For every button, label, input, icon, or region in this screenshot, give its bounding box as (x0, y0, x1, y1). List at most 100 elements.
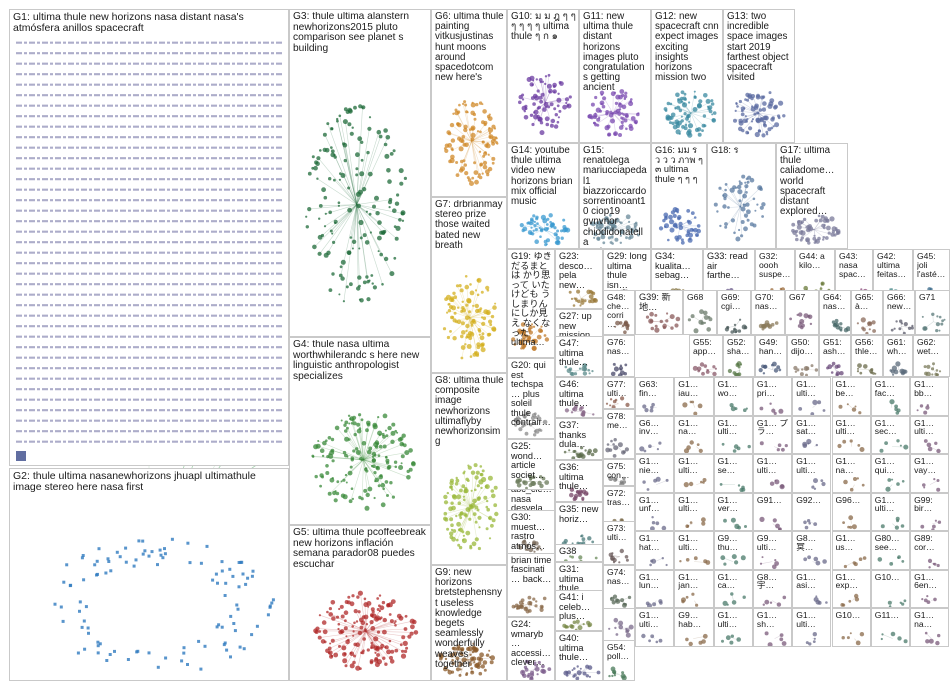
graph-node (511, 604, 516, 609)
graph-node (548, 213, 553, 218)
small-cluster: G9… thu… (713, 531, 753, 570)
graph-node (716, 210, 719, 213)
graph-node (636, 233, 640, 237)
graph-node (740, 234, 744, 238)
graph-node (774, 321, 779, 325)
graph-node (609, 227, 614, 232)
graph-node (857, 411, 861, 415)
graph-node (549, 220, 552, 224)
graph-node (924, 631, 928, 635)
graph-node (620, 231, 623, 234)
graph-node (334, 221, 337, 225)
graph-node (535, 217, 539, 221)
cluster-label: G1… sec… (874, 418, 897, 437)
graph-node (563, 450, 567, 454)
cluster-nodes (843, 556, 866, 569)
graph-node (776, 447, 780, 451)
graph-node (366, 280, 370, 284)
graph-node (355, 642, 360, 647)
graph-node (382, 487, 385, 491)
graph-node (722, 518, 727, 523)
graph-node (533, 433, 537, 437)
graph-node (887, 600, 892, 605)
graph-node (678, 221, 683, 226)
cluster-nodes (838, 403, 861, 415)
graph-node (642, 480, 646, 484)
graph-node (565, 227, 571, 233)
graph-node (465, 303, 469, 307)
graph-node (576, 289, 581, 294)
graph-node (444, 143, 450, 148)
graph-node (746, 209, 751, 215)
graph-node (356, 422, 361, 427)
graph-node (461, 654, 464, 657)
graph-node (689, 439, 695, 445)
graph-node (106, 557, 110, 561)
graph-node (820, 479, 824, 482)
small-cluster: G9… ulti… (752, 531, 793, 570)
cluster-nodes (758, 320, 779, 331)
small-cluster: G1… na… (831, 454, 871, 493)
graph-node (932, 362, 935, 366)
graph-node (808, 642, 812, 646)
graph-node (534, 666, 540, 672)
graph-node (518, 100, 522, 105)
cluster-nodes (442, 275, 497, 360)
graph-node (799, 372, 804, 376)
graph-node (800, 230, 803, 233)
cluster-nodes (305, 104, 407, 303)
graph-node (590, 102, 595, 107)
graph-node (678, 108, 683, 113)
graph-node (614, 626, 617, 630)
graph-node (539, 475, 543, 479)
graph-node (643, 449, 647, 452)
graph-node (534, 239, 539, 244)
graph-node (61, 619, 65, 623)
graph-node (255, 624, 259, 628)
graph-node (391, 422, 396, 427)
cluster-nodes (791, 214, 841, 245)
graph-node (463, 489, 468, 494)
graph-node (879, 448, 884, 453)
graph-node (367, 126, 372, 131)
graph-node (661, 557, 664, 560)
graph-node (372, 422, 378, 428)
graph-node (800, 323, 805, 328)
graph-node (588, 675, 591, 678)
graph-node (713, 202, 718, 207)
graph-node (443, 500, 449, 505)
graph-node (317, 251, 322, 256)
graph-node (450, 528, 454, 531)
graph-node (622, 603, 627, 608)
graph-node (686, 219, 690, 223)
cluster-nodes (719, 483, 745, 492)
graph-node (450, 670, 455, 674)
graph-node (464, 142, 469, 148)
graph-node (486, 114, 491, 119)
graph-node (731, 554, 737, 560)
graph-node (229, 614, 233, 618)
graph-node (537, 105, 541, 110)
graph-node (781, 641, 787, 646)
graph-node (890, 478, 893, 481)
graph-node (471, 101, 474, 104)
graph-node (847, 599, 851, 603)
graph-node (250, 633, 254, 637)
graph-node (464, 103, 468, 107)
graph-node (352, 449, 356, 453)
graph-node (382, 617, 387, 623)
graph-node (342, 494, 348, 500)
graph-node (539, 483, 544, 489)
graph-node (458, 103, 461, 107)
graph-node (735, 236, 741, 242)
graph-node (530, 226, 533, 229)
cluster-nodes (721, 442, 751, 453)
cluster-nodes (650, 515, 667, 530)
graph-node (369, 620, 374, 625)
graph-node (705, 98, 711, 104)
graph-node (378, 474, 383, 480)
graph-node (396, 613, 402, 619)
graph-node (667, 238, 670, 242)
graph-node (554, 113, 558, 117)
graph-node (571, 456, 576, 459)
